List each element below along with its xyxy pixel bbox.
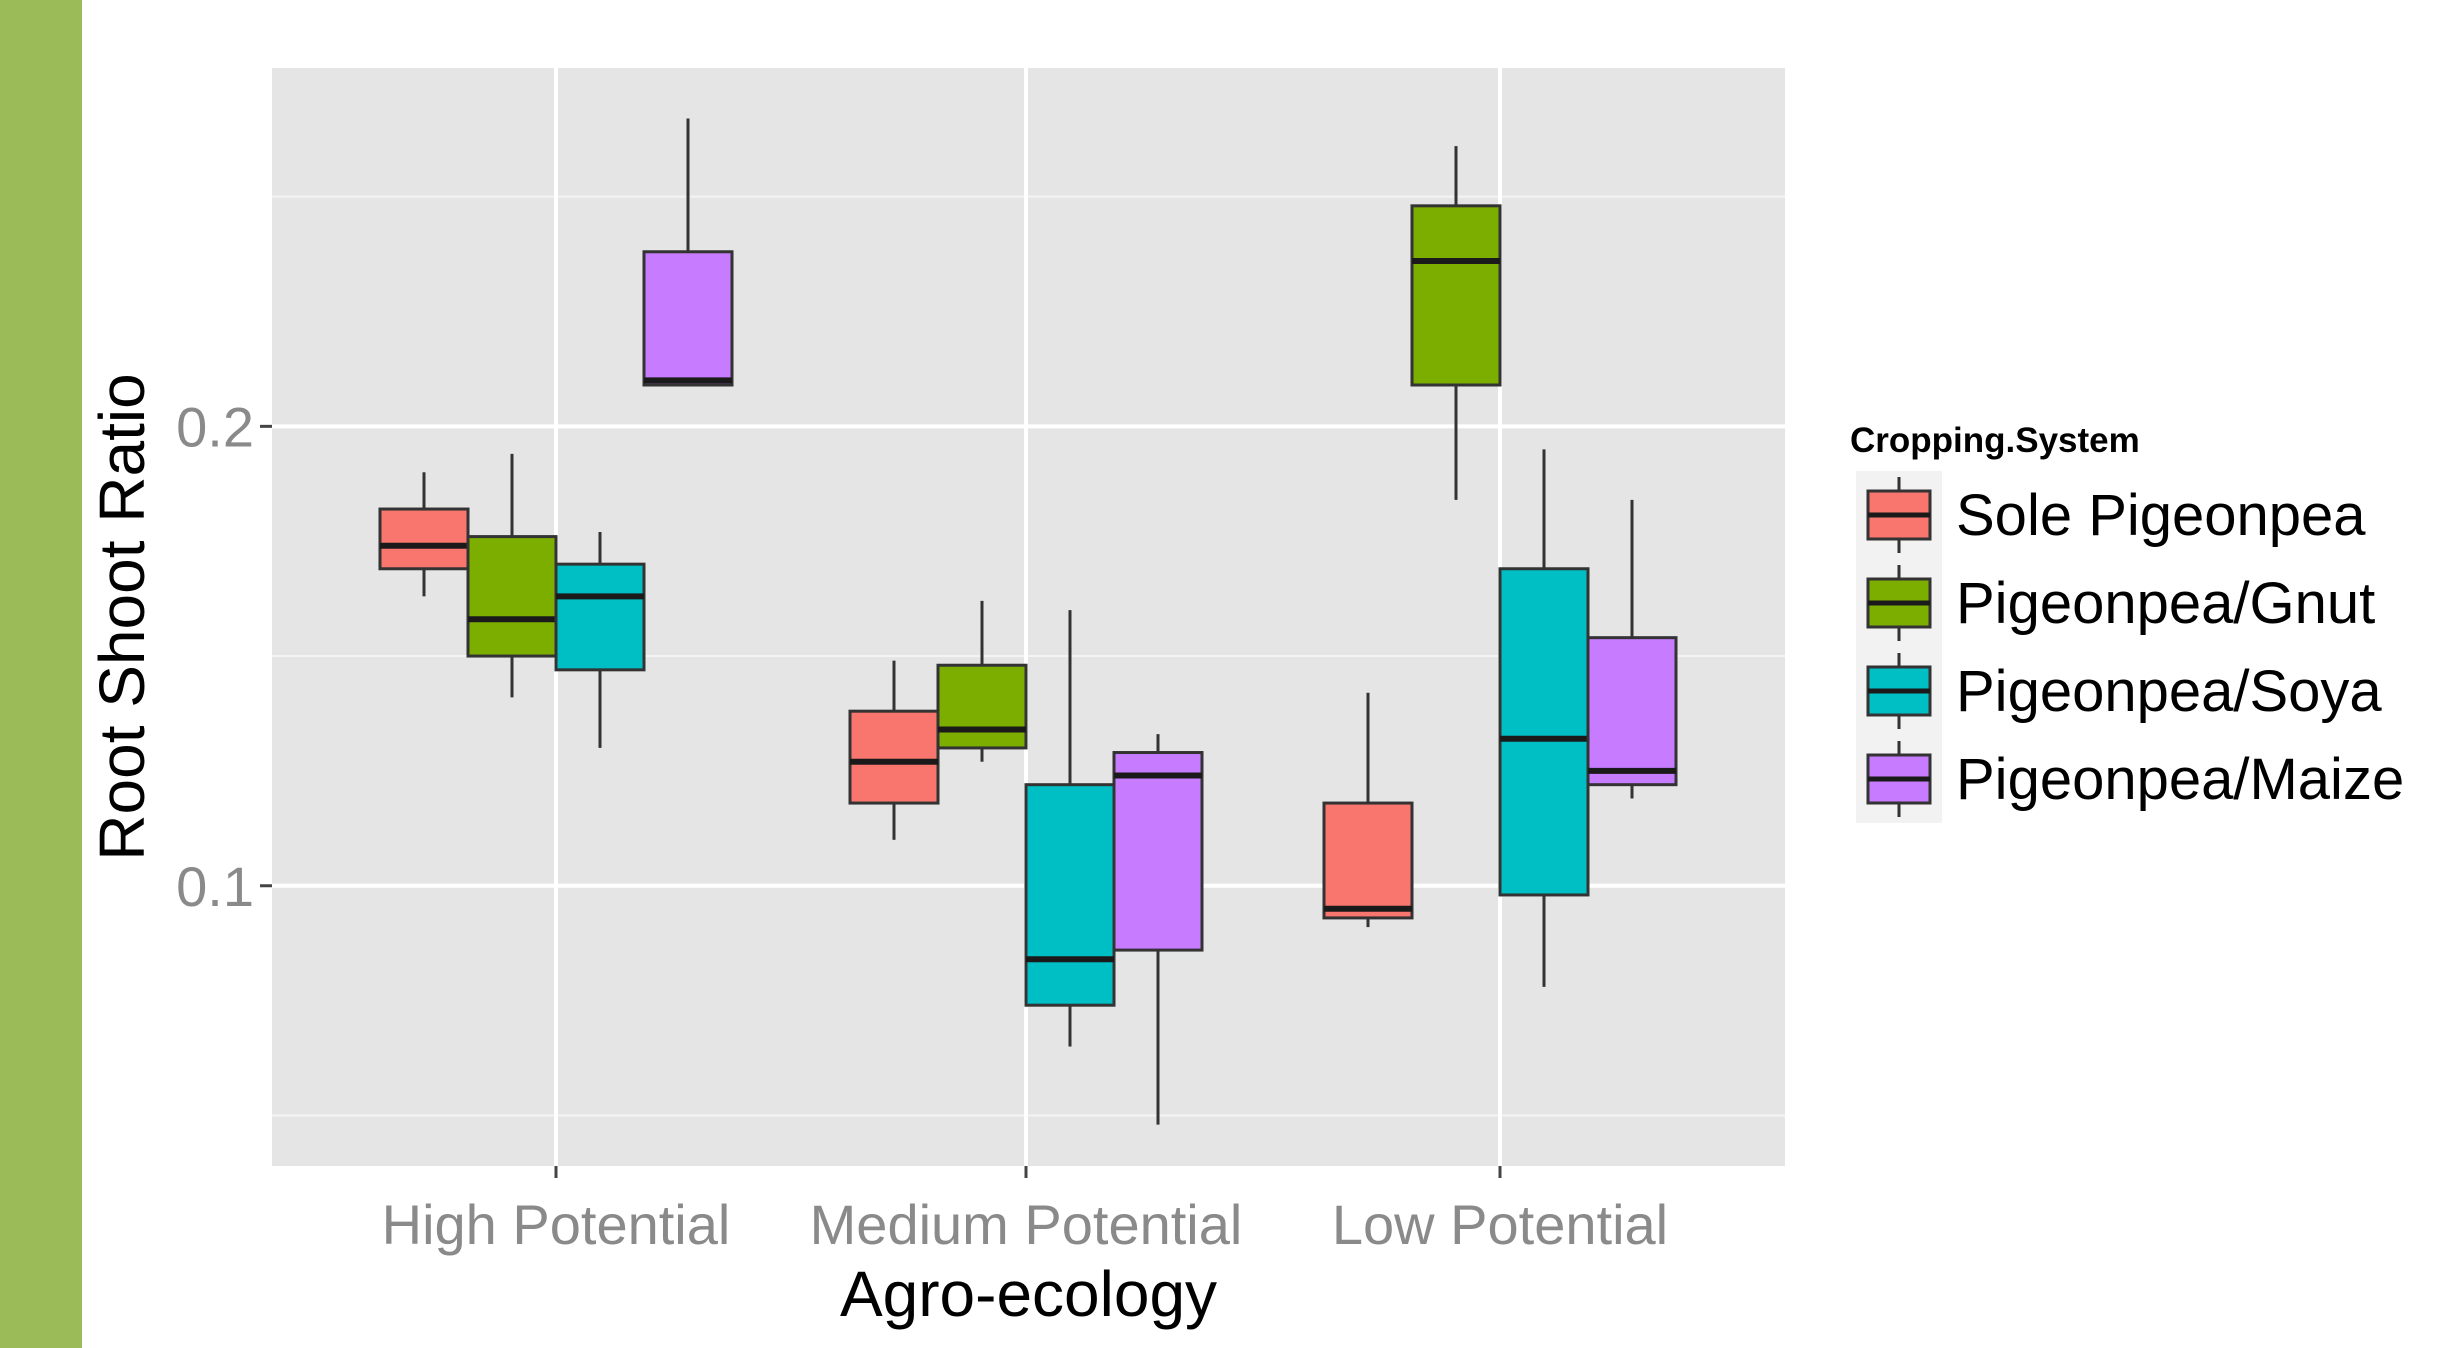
x-axis-ticks: High Potential Medium Potential Low Potent… [382,1166,1668,1256]
y-axis-title: Root Shoot Ratio [86,373,158,860]
box-pigeonpea-maize-low-potential [1586,499,1678,799]
y-axis-ticks: 0.1 0.2 [176,395,272,918]
x-axis-title: Agro-ecology [840,1258,1217,1330]
side-accent-bar [0,0,82,1348]
legend-item-pigeonpea-gnut: Pigeonpea/Gnut [1856,559,2375,647]
box-sole-pigeonpea-low-potential [1322,692,1414,928]
box-pigeonpea-maize-high-potential [642,118,734,387]
box-pigeonpea-gnut-medium-potential [936,600,1028,762]
box-pigeonpea-soya-medium-potential [1024,610,1116,1047]
box-body [1024,783,1116,1007]
box-sole-pigeonpea-medium-potential [848,660,940,840]
box-body [554,562,646,672]
box-pigeonpea-gnut-high-potential [466,453,558,698]
x-tick-label: Medium Potential [810,1193,1243,1256]
box-body [848,709,940,805]
box-body [1410,204,1502,387]
box-body [378,507,470,571]
box-body [1498,567,1590,897]
x-tick-label: Low Potential [1332,1193,1668,1256]
box-body [466,535,558,658]
legend: Cropping.System Sole Pigeonpea Pigeonpea/… [1850,421,2404,823]
legend-label: Sole Pigeonpea [1956,483,2366,548]
box-body [642,250,734,387]
legend-label: Pigeonpea/Gnut [1956,571,2375,636]
legend-item-sole-pigeonpea: Sole Pigeonpea [1856,471,2366,559]
box-body [1112,751,1204,952]
box-pigeonpea-gnut-low-potential [1410,146,1502,500]
y-tick-label: 0.1 [176,855,254,918]
box-body [1322,801,1414,920]
box-sole-pigeonpea-high-potential [378,472,470,597]
box-pigeonpea-soya-low-potential [1498,449,1590,987]
legend-label: Pigeonpea/Soya [1956,659,2382,724]
box-body [1586,636,1678,787]
legend-item-pigeonpea-maize: Pigeonpea/Maize [1856,735,2404,823]
legend-title: Cropping.System [1850,421,2140,460]
box-plots [378,118,1678,1125]
legend-item-pigeonpea-soya: Pigeonpea/Soya [1856,647,2382,735]
legend-label: Pigeonpea/Maize [1956,747,2404,812]
x-tick-label: High Potential [382,1193,731,1256]
box-pigeonpea-soya-high-potential [554,532,646,748]
box-pigeonpea-maize-medium-potential [1112,734,1204,1125]
y-tick-label: 0.2 [176,395,254,458]
box-body [936,663,1028,750]
